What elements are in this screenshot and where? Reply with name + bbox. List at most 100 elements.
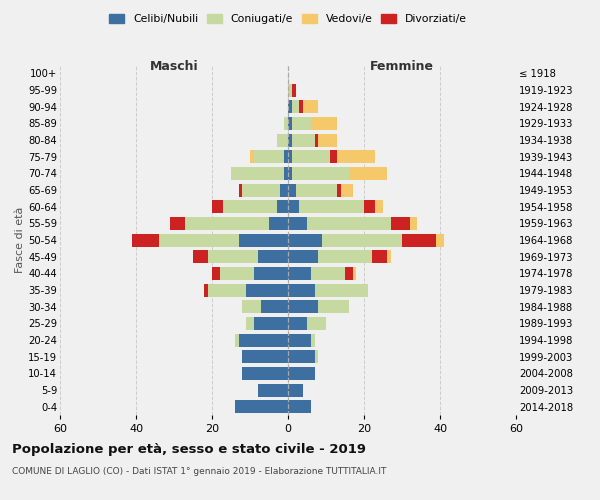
Bar — [220, 267, 254, 280]
Bar — [319, 250, 371, 263]
Bar — [185, 217, 269, 230]
Bar — [319, 134, 337, 146]
Bar — [314, 134, 319, 146]
Bar — [208, 250, 257, 263]
Bar — [337, 184, 341, 196]
Bar — [292, 84, 296, 96]
Bar — [239, 334, 288, 346]
Bar — [311, 267, 345, 280]
Bar — [288, 217, 307, 230]
Bar — [288, 350, 314, 363]
Bar — [277, 200, 288, 213]
Bar — [436, 234, 444, 246]
Bar — [250, 150, 254, 163]
Bar — [288, 267, 311, 280]
Bar — [280, 184, 288, 196]
Bar — [292, 134, 314, 146]
Bar — [288, 384, 303, 396]
Bar — [288, 317, 307, 330]
Bar — [277, 134, 288, 146]
Bar — [288, 134, 292, 146]
Bar — [231, 167, 284, 180]
Bar — [242, 350, 288, 363]
Bar — [349, 167, 387, 180]
Bar — [242, 367, 288, 380]
Bar — [288, 184, 296, 196]
Bar — [269, 217, 288, 230]
Bar — [353, 267, 356, 280]
Y-axis label: Fasce di età: Fasce di età — [16, 207, 25, 273]
Bar — [314, 350, 319, 363]
Bar — [205, 284, 208, 296]
Bar — [288, 117, 292, 130]
Bar — [288, 250, 319, 263]
Bar — [292, 167, 349, 180]
Bar — [239, 184, 242, 196]
Bar — [288, 300, 319, 313]
Legend: Celibi/Nubili, Coniugati/e, Vedovi/e, Divorziati/e: Celibi/Nubili, Coniugati/e, Vedovi/e, Di… — [106, 10, 470, 28]
Bar — [212, 200, 223, 213]
Bar — [239, 234, 288, 246]
Bar — [299, 200, 364, 213]
Bar — [292, 150, 330, 163]
Bar — [246, 317, 254, 330]
Text: Femmine: Femmine — [370, 60, 434, 73]
Bar — [288, 400, 311, 413]
Bar — [242, 184, 280, 196]
Bar — [311, 117, 337, 130]
Bar — [288, 100, 292, 113]
Bar — [288, 150, 292, 163]
Bar — [132, 234, 159, 246]
Bar — [345, 267, 353, 280]
Bar — [296, 184, 337, 196]
Bar — [288, 167, 292, 180]
Bar — [223, 200, 277, 213]
Bar — [391, 217, 410, 230]
Bar — [311, 334, 314, 346]
Bar — [307, 217, 391, 230]
Bar — [212, 267, 220, 280]
Bar — [193, 250, 208, 263]
Bar — [284, 117, 288, 130]
Bar — [170, 217, 185, 230]
Bar — [319, 300, 349, 313]
Bar — [288, 367, 314, 380]
Bar — [288, 234, 322, 246]
Bar — [288, 334, 311, 346]
Bar — [208, 284, 246, 296]
Bar — [235, 400, 288, 413]
Bar — [235, 334, 239, 346]
Bar — [288, 284, 314, 296]
Bar — [410, 217, 417, 230]
Bar — [371, 250, 387, 263]
Bar — [254, 150, 284, 163]
Bar — [299, 100, 303, 113]
Bar — [292, 117, 311, 130]
Bar — [262, 300, 288, 313]
Bar — [254, 317, 288, 330]
Bar — [307, 317, 326, 330]
Bar — [246, 284, 288, 296]
Text: Maschi: Maschi — [149, 60, 199, 73]
Bar — [330, 150, 337, 163]
Bar — [337, 150, 376, 163]
Bar — [387, 250, 391, 263]
Bar — [254, 267, 288, 280]
Bar — [341, 184, 353, 196]
Bar — [292, 100, 299, 113]
Bar — [288, 200, 299, 213]
Bar — [402, 234, 436, 246]
Bar — [364, 200, 376, 213]
Bar — [284, 167, 288, 180]
Bar — [376, 200, 383, 213]
Text: COMUNE DI LAGLIO (CO) - Dati ISTAT 1° gennaio 2019 - Elaborazione TUTTITALIA.IT: COMUNE DI LAGLIO (CO) - Dati ISTAT 1° ge… — [12, 468, 386, 476]
Bar — [257, 384, 288, 396]
Bar — [257, 250, 288, 263]
Text: Popolazione per età, sesso e stato civile - 2019: Popolazione per età, sesso e stato civil… — [12, 442, 366, 456]
Bar — [242, 300, 262, 313]
Bar — [322, 234, 402, 246]
Bar — [159, 234, 239, 246]
Bar — [303, 100, 319, 113]
Bar — [314, 284, 368, 296]
Bar — [284, 150, 288, 163]
